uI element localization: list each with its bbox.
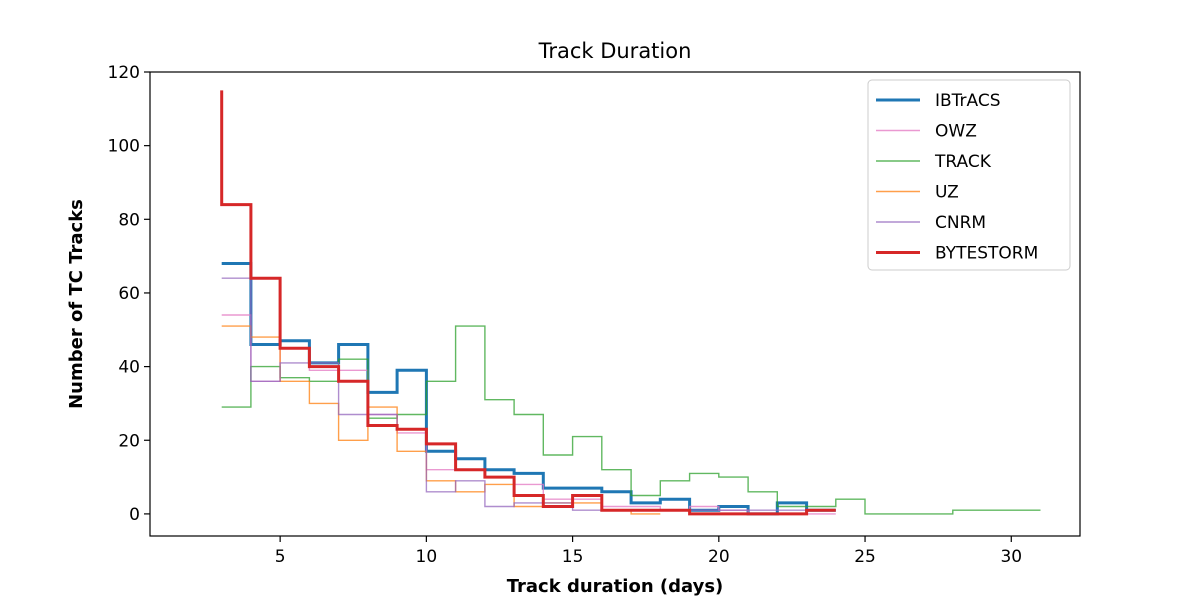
y-tick-label: 20	[118, 431, 140, 451]
chart-title: Track Duration	[538, 39, 692, 63]
legend: IBTrACS OWZ TRACK UZ CNRM BYTESTORM	[867, 79, 1071, 271]
x-tick-label: 25	[854, 547, 876, 567]
y-tick-label: 40	[118, 358, 140, 378]
y-tick-label: 120	[108, 63, 140, 83]
x-tick-label: 30	[1000, 547, 1022, 567]
plot-frame	[149, 71, 1081, 537]
x-tick-label: 20	[708, 547, 730, 567]
series-line-bytestorm	[220, 90, 836, 516]
y-axis-label: Number of TC Tracks	[66, 199, 87, 409]
legend-label: BYTESTORM	[935, 244, 1038, 264]
legend-label: OWZ	[935, 122, 977, 142]
x-axis-label: Track duration (days)	[507, 576, 724, 597]
legend-label: UZ	[935, 183, 959, 203]
ticks-layer: 5 10 15 20 25 30 0 20 40 60 80 100 120	[108, 63, 1023, 567]
y-tick-label: 100	[108, 137, 140, 157]
legend-label: IBTrACS	[935, 91, 1001, 111]
legend-label: TRACK	[934, 152, 992, 172]
series-layer	[220, 90, 1041, 516]
y-tick-label: 60	[118, 284, 140, 304]
legend-label: CNRM	[935, 213, 986, 233]
x-tick-label: 5	[275, 547, 286, 567]
series-line-track	[221, 325, 1041, 515]
x-tick-label: 15	[562, 547, 584, 567]
x-tick-label: 10	[416, 547, 438, 567]
y-tick-label: 0	[129, 505, 140, 525]
y-tick-label: 80	[118, 210, 140, 230]
